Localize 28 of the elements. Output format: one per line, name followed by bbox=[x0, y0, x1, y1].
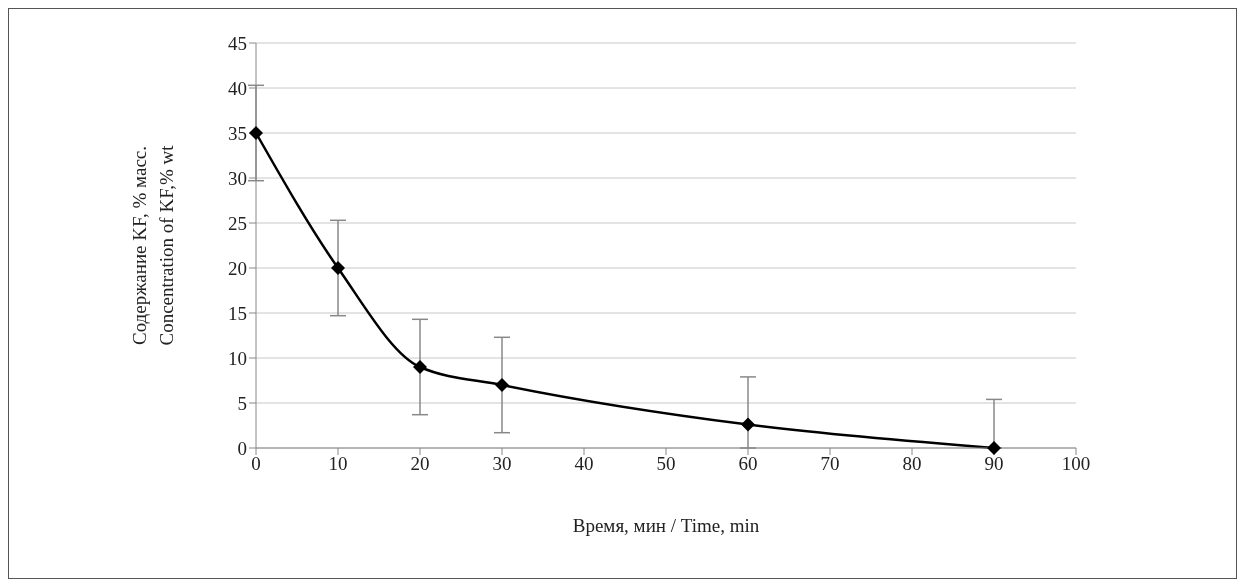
x-tick-label: 40 bbox=[574, 453, 594, 475]
y-tick-label: 45 bbox=[228, 32, 247, 54]
y-axis-title: Содержание KF, % масс. Concentration of KF,% wt bbox=[129, 144, 177, 346]
point bbox=[495, 378, 509, 392]
y-tick-label: 15 bbox=[228, 302, 247, 324]
x-tick-label: 30 bbox=[492, 453, 512, 475]
y-tick-label: 20 bbox=[228, 257, 247, 279]
x-tick-label: 0 bbox=[251, 453, 261, 475]
x-tick-label: 70 bbox=[820, 453, 840, 475]
x-tick-label: 20 bbox=[410, 453, 430, 475]
point bbox=[331, 261, 345, 275]
x-tick-label: 10 bbox=[328, 453, 348, 475]
x-tick-label: 80 bbox=[902, 453, 922, 475]
y-tick-label: 25 bbox=[228, 212, 247, 234]
y-tick-label: 40 bbox=[228, 77, 247, 99]
point bbox=[249, 126, 263, 140]
y-tick-label: 35 bbox=[228, 122, 247, 144]
y-tick-label: 30 bbox=[228, 167, 247, 189]
x-tick-label: 100 bbox=[1061, 453, 1091, 475]
x-axis-title: Время, мин / Time, min bbox=[572, 515, 760, 536]
y-tick-label: 10 bbox=[228, 347, 247, 369]
y-tick-label: 5 bbox=[237, 392, 247, 414]
point bbox=[741, 417, 755, 432]
y-tick-label: 0 bbox=[237, 437, 247, 459]
x-tick-label: 50 bbox=[656, 453, 676, 475]
point bbox=[413, 360, 427, 374]
x-tick-label: 60 bbox=[738, 453, 758, 475]
x-tick-label: 90 bbox=[984, 453, 1004, 475]
